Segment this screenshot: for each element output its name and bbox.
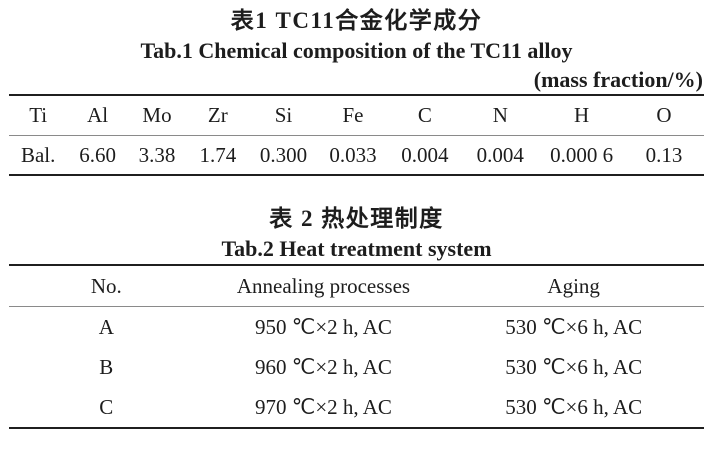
table2-title-english: Tab.2 Heat treatment system	[221, 236, 492, 261]
table1-title-english: Tab.1 Chemical composition of the TC11 a…	[140, 38, 573, 63]
table-cell: Bal.	[20, 142, 56, 167]
table1-unit-note: (mass fraction/%)	[533, 67, 703, 92]
table-cell: 0.000 6	[550, 142, 614, 167]
column-header: H	[574, 103, 590, 127]
table-cell: 530 ℃×6 h, AC	[505, 354, 643, 379]
table-row: C 970 ℃×2 h, AC 530 ℃×6 h, AC	[9, 387, 704, 428]
table-cell: 950 ℃×2 h, AC	[255, 314, 392, 339]
table-cell: C	[99, 394, 114, 419]
column-header: Fe	[342, 103, 364, 127]
table-cell: 6.60	[79, 142, 116, 167]
chemical-composition-table: Ti Al Mo Zr Si Fe C N H O Bal. 6.60 3.38 1.74 0.300 0.…	[9, 94, 704, 176]
table-cell: 530 ℃×6 h, AC	[505, 394, 643, 419]
table-row: B 960 ℃×2 h, AC 530 ℃×6 h, AC	[9, 347, 704, 387]
column-header: Al	[87, 103, 109, 127]
table-cell: 3.38	[138, 142, 176, 167]
table-cell: 0.300	[259, 142, 308, 167]
column-header: Zr	[207, 103, 228, 127]
table-cell: 970 ℃×2 h, AC	[255, 394, 392, 419]
table-cell: 1.74	[199, 142, 237, 167]
table2-title-chinese: 表 2 热处理制度	[269, 206, 444, 231]
table-cell: 0.004	[476, 142, 524, 167]
column-header: Si	[274, 103, 293, 127]
table-cell: 530 ℃×6 h, AC	[505, 314, 643, 339]
table2-body: A 950 ℃×2 h, AC 530 ℃×6 h, AC B 960 ℃×2 h, A…	[9, 307, 704, 429]
table-row: Bal. 6.60 3.38 1.74 0.300 0.033 0.004 0.004 0.00…	[9, 136, 704, 176]
table1-title-chinese: 表1 TC11合金化学成分	[230, 8, 483, 33]
table-cell: 0.004	[401, 142, 449, 167]
column-header: N	[492, 103, 508, 127]
table-row: A 950 ℃×2 h, AC 530 ℃×6 h, AC	[9, 307, 704, 348]
column-header: Annealing processes	[236, 273, 411, 298]
column-header: O	[656, 103, 672, 127]
table-cell: 0.033	[329, 142, 377, 167]
table-cell: A	[98, 314, 114, 339]
table-cell: 0.13	[645, 142, 683, 167]
table1-body: Bal. 6.60 3.38 1.74 0.300 0.033 0.004 0.004 0.00…	[9, 136, 704, 176]
column-header: Ti	[29, 103, 48, 127]
column-header: No.	[90, 273, 122, 298]
column-header: Mo	[142, 103, 172, 127]
table-cell: 960 ℃×2 h, AC	[255, 354, 392, 379]
column-header: Aging	[547, 273, 600, 298]
table1-header-row: Ti Al Mo Zr Si Fe C N H O	[9, 95, 704, 136]
heat-treatment-table: No. Annealing processes Aging A 950 ℃×2 h, …	[9, 264, 704, 429]
column-header: C	[417, 103, 432, 127]
table2-header-row: No. Annealing processes Aging	[9, 265, 704, 307]
table-cell: B	[99, 354, 114, 379]
